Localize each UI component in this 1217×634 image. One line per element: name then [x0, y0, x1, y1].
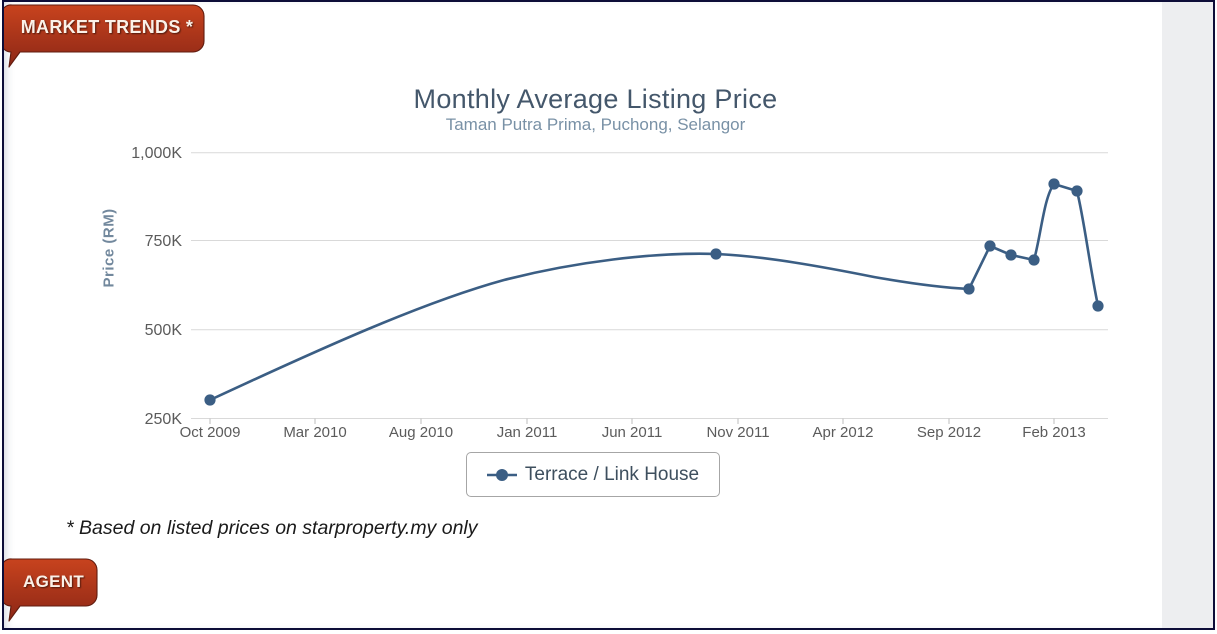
svg-text:500K: 500K: [145, 322, 183, 339]
svg-text:Jan 2011: Jan 2011: [497, 424, 558, 441]
svg-text:Nov 2011: Nov 2011: [706, 424, 769, 441]
svg-text:Feb 2013: Feb 2013: [1022, 424, 1085, 441]
svg-text:Sep 2012: Sep 2012: [917, 424, 981, 441]
svg-text:Aug 2010: Aug 2010: [389, 424, 453, 441]
svg-text:Jun 2011: Jun 2011: [602, 424, 663, 441]
svg-text:1,000K: 1,000K: [131, 145, 182, 162]
svg-text:Apr 2012: Apr 2012: [813, 424, 874, 441]
svg-text:Oct 2009: Oct 2009: [180, 424, 241, 441]
svg-text:250K: 250K: [145, 411, 183, 428]
svg-text:750K: 750K: [145, 233, 183, 250]
svg-text:Mar 2010: Mar 2010: [283, 424, 346, 441]
